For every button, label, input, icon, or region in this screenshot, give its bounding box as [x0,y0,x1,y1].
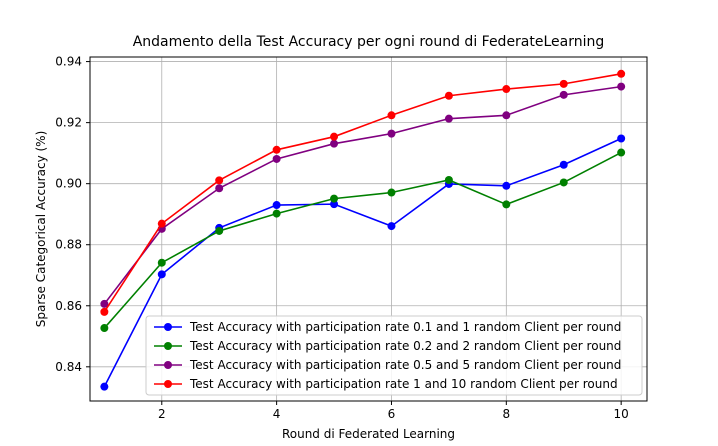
series-4 [100,69,626,316]
series-line [103,73,622,313]
data-point [100,324,109,333]
data-point [559,178,568,187]
legend-label: Test Accuracy with participation rate 0.… [189,320,621,334]
x-tick-label: 6 [388,407,396,421]
data-point [272,154,281,163]
chart-title: Andamento della Test Accuracy per ogni r… [133,34,605,50]
data-point [330,139,339,148]
data-point [215,184,224,193]
data-point [502,85,511,94]
ticks: 2 4 6 8 10 0.84 0.86 0.88 0.90 0.92 0.94 [55,55,629,421]
y-tick-label: 0.84 [55,360,82,374]
y-tick-label: 0.88 [55,238,82,252]
x-tick-label: 10 [614,407,629,421]
data-point [100,382,109,391]
x-tick-label: 2 [158,407,166,421]
legend-item: Test Accuracy with participation rate 1 … [154,377,618,391]
data-point [330,200,339,209]
legend-label: Test Accuracy with participation rate 1 … [189,377,618,391]
series-layer [100,69,626,391]
legend-label: Test Accuracy with participation rate 0.… [189,358,621,372]
x-axis-label: Round di Federated Learning [282,427,455,441]
y-tick-label: 0.94 [55,55,82,69]
series-line [103,137,622,388]
data-point [157,219,166,228]
data-point [444,176,453,185]
data-point [272,209,281,218]
data-point [617,82,626,91]
data-point [272,201,281,210]
legend-marker [164,323,172,331]
y-axis-label: Sparse Categorical Accuracy (%) [34,131,48,327]
data-point [387,222,396,231]
legend-label: Test Accuracy with participation rate 0.… [189,339,621,353]
y-tick-label: 0.92 [55,116,82,130]
data-point [330,132,339,141]
legend-box [145,315,643,396]
data-point [617,134,626,143]
data-point [502,181,511,190]
legend-marker [164,361,172,369]
data-point [444,114,453,123]
series-line [103,85,622,305]
data-point [444,91,453,100]
data-point [387,129,396,138]
legend-item: Test Accuracy with participation rate 0.… [154,320,621,334]
data-point [100,299,109,308]
data-point [272,145,281,154]
series-3 [100,82,626,308]
data-point [502,111,511,120]
series-2 [100,148,626,333]
y-tick-label: 0.86 [55,299,82,313]
data-point [559,79,568,88]
legend-marker [164,380,172,388]
data-point [502,200,511,209]
legend-item: Test Accuracy with participation rate 0.… [154,358,621,372]
data-point [157,270,166,279]
axes-frame [89,56,648,402]
legend-item: Test Accuracy with participation rate 0.… [154,339,621,353]
data-point [387,111,396,120]
x-tick-label: 8 [502,407,510,421]
data-point [100,307,109,316]
data-point [215,176,224,185]
data-point [330,194,339,203]
data-point [617,148,626,157]
data-point [559,160,568,169]
data-point [559,90,568,99]
legend-marker [164,342,172,350]
series-line [103,151,622,329]
data-point [387,188,396,197]
data-point [617,69,626,78]
legend: Test Accuracy with participation rate 0.… [145,315,643,396]
x-tick-label: 4 [273,407,281,421]
y-tick-label: 0.90 [55,177,82,191]
data-point [157,258,166,267]
data-point [215,226,224,235]
series-1 [100,134,626,391]
